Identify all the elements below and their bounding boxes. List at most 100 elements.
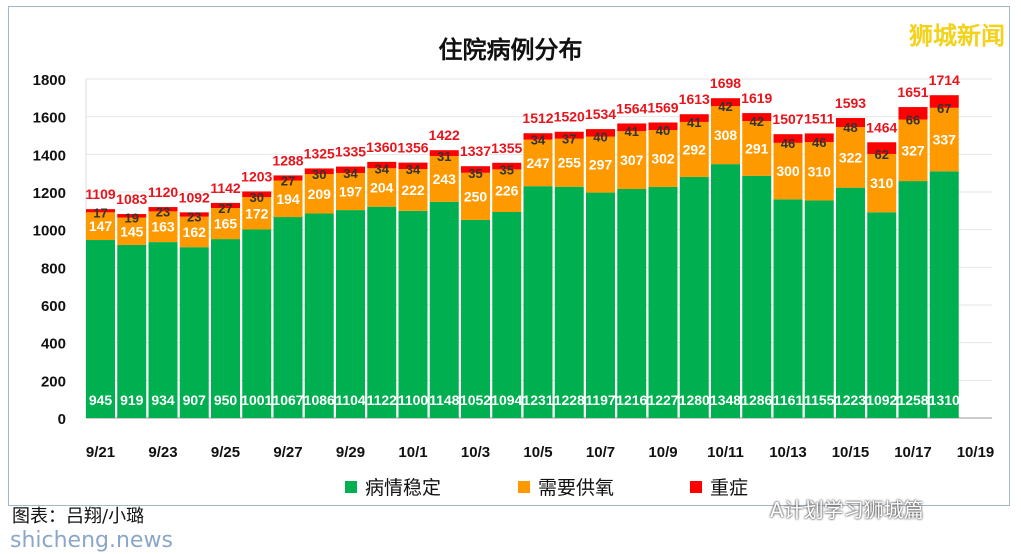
- total-label: 1120: [148, 184, 179, 200]
- data-label: 1258: [897, 392, 928, 408]
- data-label: 1228: [554, 392, 585, 408]
- bar-segment-stable: [679, 176, 709, 418]
- y-tick-label: 0: [58, 411, 66, 428]
- bar-segment-oxygen: [273, 180, 303, 218]
- bar-segment-stable: [211, 239, 240, 418]
- bar-segment-stable: [867, 212, 897, 418]
- bar-segment-critical: [211, 202, 240, 209]
- bar-segment-critical: [86, 209, 115, 213]
- bar-segment-critical: [711, 98, 740, 107]
- data-label: 250: [464, 188, 488, 204]
- data-label: 204: [370, 179, 394, 195]
- bar-segment-oxygen: [804, 142, 834, 201]
- bar-segment-critical: [492, 162, 522, 170]
- bar-segment-stable: [429, 201, 459, 418]
- bar-segment-oxygen: [148, 211, 178, 243]
- bar-segment-critical: [523, 133, 553, 140]
- chart-credit: 图表：吕翔/小璐: [12, 506, 145, 527]
- bar-segment-oxygen: [773, 142, 803, 200]
- y-tick-label: 1600: [33, 110, 66, 127]
- total-label: 1325: [304, 145, 335, 161]
- data-label: 197: [339, 184, 363, 200]
- bar-segment-stable: [336, 210, 365, 418]
- data-label: 308: [714, 127, 738, 143]
- bar-segment-oxygen: [367, 168, 397, 207]
- total-label: 1422: [429, 127, 460, 143]
- total-label: 1356: [397, 140, 428, 156]
- data-label: 1100: [398, 392, 429, 408]
- legend-label: 需要供氧: [538, 477, 614, 499]
- bar-segment-critical: [398, 162, 428, 170]
- bar-segment-oxygen: [86, 212, 115, 241]
- data-label: 40: [656, 123, 670, 138]
- data-label: 907: [183, 392, 207, 408]
- data-label: 48: [843, 120, 857, 135]
- x-tick-label: 9/27: [273, 444, 302, 461]
- x-tick-label: 10/15: [832, 444, 870, 461]
- data-label: 1094: [491, 392, 522, 408]
- bar-segment-critical: [773, 134, 803, 143]
- data-label: 34: [343, 166, 358, 181]
- x-tick-label: 9/21: [86, 444, 115, 461]
- total-label: 1288: [272, 152, 303, 168]
- data-label: 1223: [835, 392, 866, 408]
- total-label: 1355: [491, 140, 522, 156]
- total-label: 1337: [460, 143, 491, 159]
- bar-segment-critical: [336, 166, 365, 173]
- total-label: 1335: [335, 144, 366, 160]
- data-label: 255: [558, 155, 582, 171]
- bar-segment-oxygen: [304, 174, 334, 214]
- bar-segment-critical: [867, 142, 897, 154]
- total-label: 1593: [835, 95, 866, 111]
- x-tick-label: 10/13: [769, 444, 807, 461]
- bar-segment-critical: [179, 212, 209, 217]
- data-label: 23: [156, 204, 170, 219]
- data-label: 42: [718, 99, 732, 114]
- bar-segment-oxygen: [336, 172, 365, 211]
- bar-segment-oxygen: [617, 131, 647, 189]
- bar-segment-stable: [554, 186, 584, 418]
- legend-swatch: [690, 481, 702, 493]
- x-tick-label: 9/25: [211, 444, 240, 461]
- total-label: 1142: [210, 180, 241, 196]
- total-label: 1092: [179, 189, 210, 205]
- bar-segment-stable: [367, 206, 397, 418]
- bar-segment-oxygen: [398, 169, 428, 211]
- y-tick-label: 200: [41, 373, 66, 390]
- data-label: 302: [651, 150, 675, 166]
- bar-segment-oxygen: [211, 208, 240, 240]
- total-label: 1520: [554, 109, 585, 125]
- data-label: 35: [468, 166, 482, 181]
- data-label: 35: [500, 162, 514, 177]
- bar-segment-critical: [461, 166, 490, 173]
- wechat-watermark: A计划学习狮城篇: [770, 498, 924, 522]
- data-label: 1001: [241, 392, 272, 408]
- data-label: 46: [781, 136, 795, 151]
- y-tick-label: 1000: [33, 223, 66, 240]
- x-tick-label: 10/3: [461, 444, 490, 461]
- data-label: 934: [151, 392, 175, 408]
- bar-segment-oxygen: [586, 136, 615, 193]
- y-tick-label: 400: [41, 336, 66, 353]
- data-label: 172: [245, 205, 269, 221]
- bar-segment-stable: [242, 229, 272, 418]
- data-label: 337: [933, 132, 957, 148]
- bar-segment-stable: [523, 186, 553, 418]
- x-tick-label: 10/5: [523, 444, 552, 461]
- bar-segment-oxygen: [929, 107, 959, 172]
- bar-segment-oxygen: [461, 172, 490, 220]
- total-label: 1109: [85, 186, 116, 202]
- data-label: 950: [214, 392, 238, 408]
- bar-segment-stable: [617, 188, 647, 418]
- bar-segment-stable: [304, 213, 334, 418]
- data-label: 243: [433, 171, 457, 187]
- data-label: 165: [214, 216, 238, 232]
- x-tick-label: 10/9: [648, 444, 677, 461]
- data-label: 1067: [272, 392, 303, 408]
- total-label: 1619: [741, 90, 772, 106]
- total-label: 1464: [866, 119, 897, 135]
- data-label: 1286: [741, 392, 772, 408]
- data-label: 17: [93, 205, 107, 220]
- data-label: 307: [620, 152, 644, 168]
- bar-segment-stable: [773, 199, 803, 418]
